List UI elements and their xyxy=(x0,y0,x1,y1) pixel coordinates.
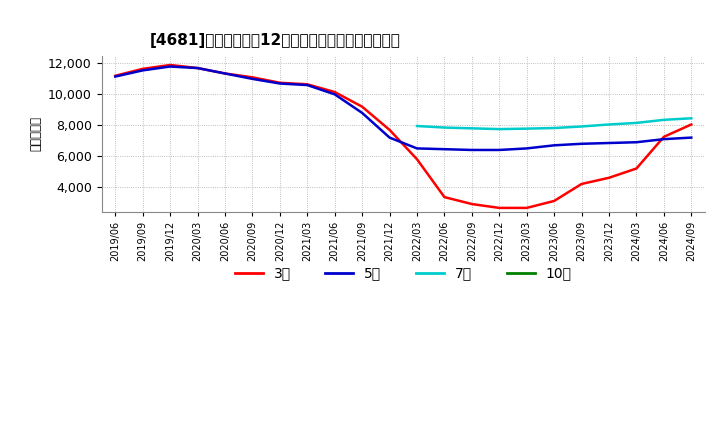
Text: [4681]　当期純利益12か月移動合計の平均値の推移: [4681] 当期純利益12か月移動合計の平均値の推移 xyxy=(150,33,401,48)
Y-axis label: （百万円）: （百万円） xyxy=(30,116,42,151)
Legend: 3年, 5年, 7年, 10年: 3年, 5年, 7年, 10年 xyxy=(229,261,577,286)
